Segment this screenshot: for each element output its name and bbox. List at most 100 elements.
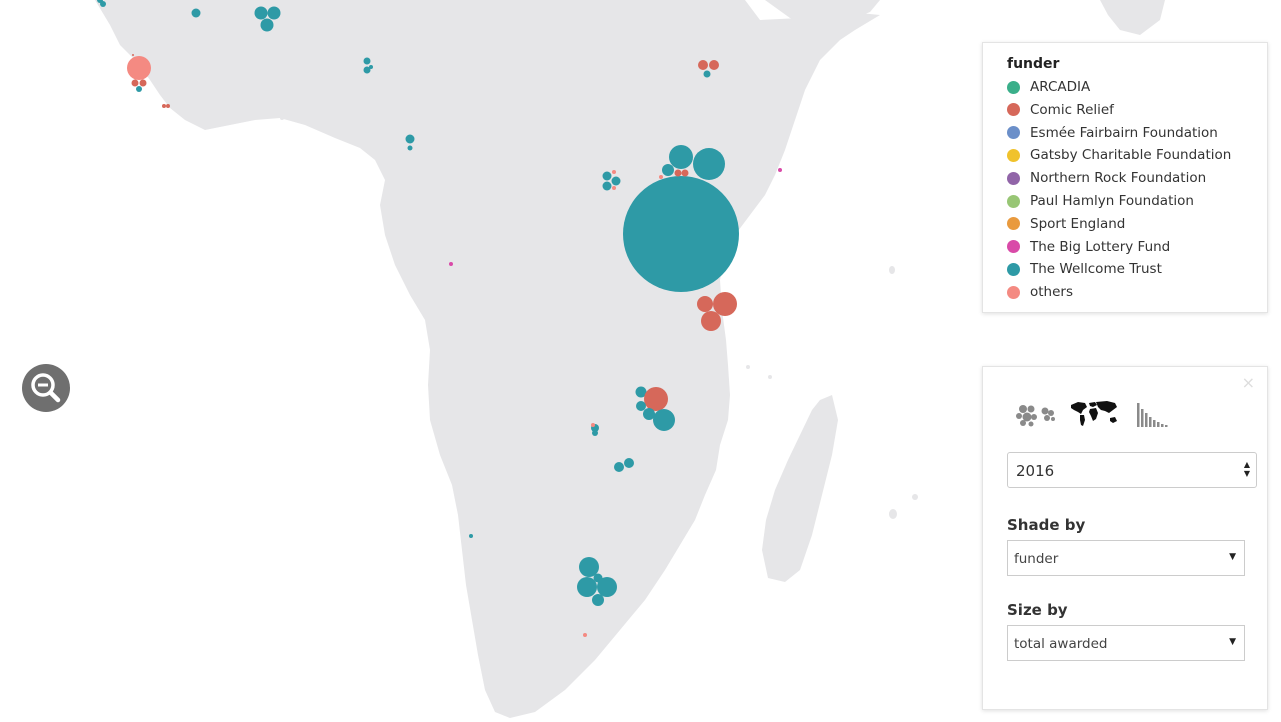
arabia-landmass: [765, 0, 880, 28]
legend-item[interactable]: Comic Relief: [1007, 100, 1114, 120]
bubble-comic-relief[interactable]: [139, 79, 147, 87]
legend-item-label: The Wellcome Trust: [1030, 261, 1162, 278]
zoom-out-icon: [31, 373, 61, 403]
shade-by-label: Shade by: [1007, 516, 1086, 534]
bubble-wellcome[interactable]: [624, 458, 634, 468]
bubble-comic-relief[interactable]: [698, 60, 708, 70]
size-by-select[interactable]: total awarded ▼: [1007, 625, 1245, 661]
legend-item[interactable]: Northern Rock Foundation: [1007, 168, 1206, 188]
bubble-wellcome[interactable]: [260, 18, 274, 32]
bubble-comic-relief[interactable]: [709, 60, 719, 70]
bubble-comic-relief[interactable]: [131, 79, 139, 87]
legend-item[interactable]: The Wellcome Trust: [1007, 259, 1162, 279]
zoom-out-button[interactable]: [22, 364, 70, 412]
bubble-wellcome[interactable]: [636, 401, 646, 411]
legend-item[interactable]: The Big Lottery Fund: [1007, 237, 1170, 257]
size-by-label: Size by: [1007, 601, 1068, 619]
bubble-comic-relief[interactable]: [644, 387, 668, 411]
madagascar: [762, 395, 838, 582]
bubble-others[interactable]: [612, 170, 616, 174]
bubble-others[interactable]: [127, 56, 151, 80]
island: [889, 509, 897, 519]
bubble-wellcome[interactable]: [469, 534, 473, 538]
bubble-wellcome[interactable]: [703, 70, 711, 78]
legend-item[interactable]: ARCADIA: [1007, 77, 1090, 97]
bubble-wellcome[interactable]: [592, 594, 604, 606]
bubble-comic-relief[interactable]: [132, 54, 134, 56]
bubble-comic-relief[interactable]: [701, 311, 721, 331]
bubble-wellcome[interactable]: [653, 409, 675, 431]
bubble-cluster-icon[interactable]: [1013, 397, 1059, 429]
controls-panel: × 2016 ▲ ▼ Shade by funder: [982, 366, 1268, 710]
bubble-wellcome[interactable]: [579, 557, 599, 577]
bubble-wellcome[interactable]: [136, 86, 142, 92]
close-icon[interactable]: ×: [1241, 373, 1255, 392]
bubble-others[interactable]: [591, 423, 595, 427]
bubble-comic-relief[interactable]: [162, 104, 166, 108]
bubble-wellcome[interactable]: [405, 134, 415, 144]
bubble-comic-relief[interactable]: [166, 104, 170, 108]
bubble-wellcome[interactable]: [369, 65, 373, 69]
bubble-wellcome[interactable]: [191, 8, 201, 18]
legend-color-swatch: [1007, 285, 1020, 299]
legend-item-label: Esmée Fairbairn Foundation: [1030, 124, 1218, 141]
island: [280, 116, 284, 120]
bubble-wellcome[interactable]: [614, 462, 624, 472]
bubble-wellcome[interactable]: [602, 181, 612, 191]
bubble-wellcome[interactable]: [363, 57, 371, 65]
legend-item[interactable]: Sport England: [1007, 214, 1125, 234]
legend-item[interactable]: Paul Hamlyn Foundation: [1007, 191, 1194, 211]
bubble-layer: [97, 0, 782, 637]
legend-title: funder: [1007, 56, 1060, 72]
legend-item-label: The Big Lottery Fund: [1030, 238, 1171, 255]
bubble-others[interactable]: [659, 175, 663, 179]
bubble-wellcome[interactable]: [623, 176, 739, 292]
bubble-others[interactable]: [583, 633, 587, 637]
legend-color-swatch: [1007, 126, 1020, 140]
chevron-down-icon: ▼: [1229, 637, 1236, 647]
year-input[interactable]: 2016 ▲ ▼: [1007, 452, 1257, 488]
arabia-east: [1100, 0, 1165, 35]
bubble-wellcome[interactable]: [577, 577, 597, 597]
bubble-comic-relief[interactable]: [681, 169, 689, 177]
africa-landmass: [95, 0, 880, 718]
histogram-icon[interactable]: [1135, 397, 1169, 429]
legend-color-swatch: [1007, 148, 1020, 162]
legend-item[interactable]: Esmée Fairbairn Foundation: [1007, 123, 1218, 143]
world-map-icon[interactable]: [1069, 397, 1119, 429]
bubble-wellcome[interactable]: [254, 6, 268, 20]
legend-item[interactable]: others: [1007, 282, 1073, 302]
island: [912, 494, 918, 500]
bubble-wellcome[interactable]: [267, 6, 281, 20]
bubble-comic-relief[interactable]: [697, 296, 713, 312]
bubble-wellcome[interactable]: [693, 148, 725, 180]
bubble-others[interactable]: [612, 186, 616, 190]
bubble-wellcome[interactable]: [669, 145, 693, 169]
shade-by-select[interactable]: funder ▼: [1007, 540, 1245, 576]
bubble-big-lottery[interactable]: [449, 262, 453, 266]
bubble-wellcome[interactable]: [643, 408, 655, 420]
year-value: 2016: [1016, 462, 1055, 480]
bubble-comic-relief[interactable]: [674, 169, 682, 177]
legend-item-label: Comic Relief: [1030, 101, 1114, 118]
bubble-wellcome[interactable]: [602, 171, 612, 181]
year-stepper-icon[interactable]: ▲ ▼: [1243, 460, 1250, 478]
bubble-comic-relief[interactable]: [713, 292, 737, 316]
legend-color-swatch: [1007, 103, 1020, 117]
bubble-wellcome[interactable]: [597, 577, 617, 597]
bubble-wellcome[interactable]: [635, 386, 647, 398]
bubble-wellcome[interactable]: [407, 145, 413, 151]
island: [746, 365, 750, 369]
legend-item-label: ARCADIA: [1030, 79, 1091, 95]
legend-item-label: Gatsby Charitable Foundation: [1030, 147, 1232, 164]
legend-item-label: others: [1030, 284, 1073, 301]
bubble-wellcome[interactable]: [97, 0, 103, 3]
bubble-wellcome[interactable]: [611, 176, 621, 186]
legend-item[interactable]: Gatsby Charitable Foundation: [1007, 145, 1231, 165]
legend-color-swatch: [1007, 240, 1020, 254]
bubble-wellcome[interactable]: [662, 164, 674, 176]
bubble-wellcome[interactable]: [592, 430, 598, 436]
bubble-big-lottery[interactable]: [778, 168, 782, 172]
bubble-wellcome[interactable]: [363, 66, 371, 74]
